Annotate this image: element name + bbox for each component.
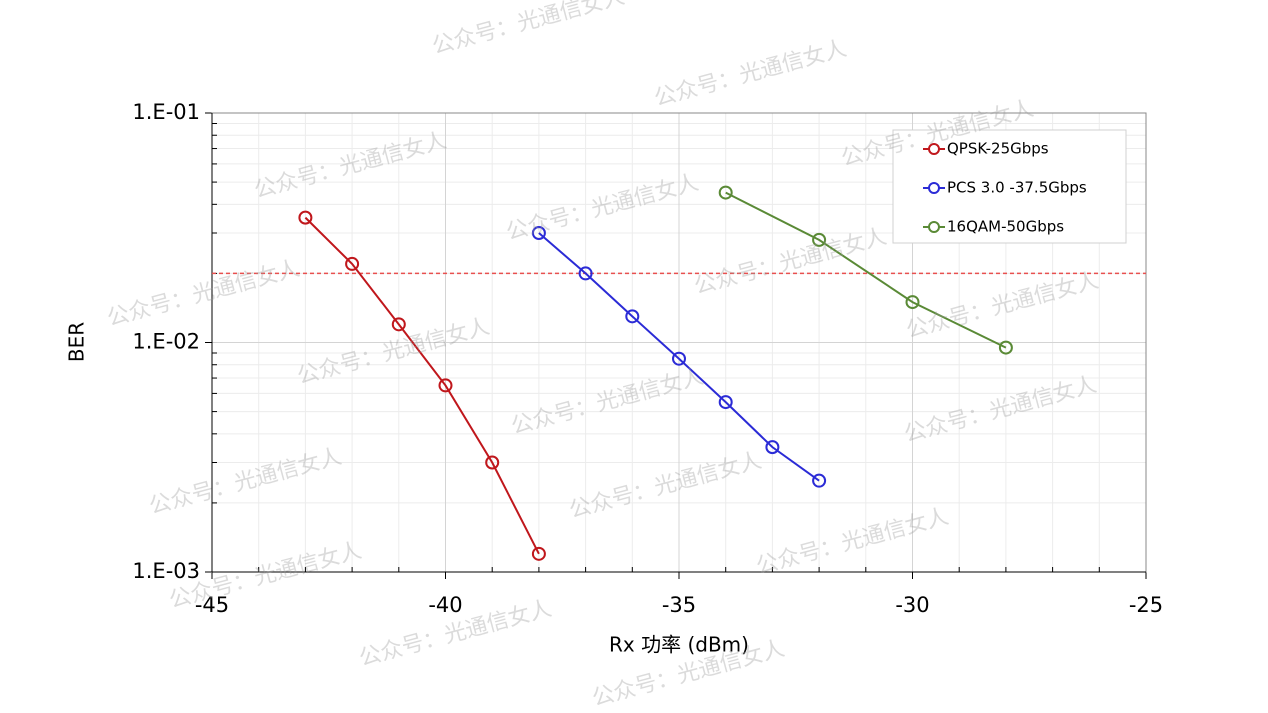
series-line [304, 216, 540, 555]
watermark: 公众号：光通信女人 [430, 0, 628, 60]
data-point [391, 317, 406, 332]
watermark: 公众号：光通信女人 [902, 372, 1100, 447]
watermark: 公众号：光通信女人 [147, 444, 345, 519]
x-tick-label: -30 [895, 593, 929, 617]
legend-label: PCS 3.0 -37.5Gbps [947, 179, 1087, 197]
data-point [345, 256, 360, 271]
data-point [531, 226, 546, 241]
legend-marker [928, 221, 940, 233]
data-point [905, 295, 920, 310]
x-axis-title: Rx 功率 (dBm) [609, 633, 749, 657]
data-point [812, 232, 827, 247]
legend-marker [928, 182, 940, 194]
data-point [485, 455, 500, 470]
series-line [725, 191, 1007, 349]
legend-marker [928, 143, 940, 155]
watermark: 公众号：光通信女人 [754, 504, 952, 579]
series-line [538, 232, 820, 482]
watermark: 公众号：光通信女人 [904, 268, 1102, 343]
data-point [438, 378, 453, 393]
data-point [578, 266, 593, 281]
watermark: 公众号：光通信女人 [652, 36, 850, 111]
y-tick-label: 1.E-03 [132, 559, 200, 583]
y-tick-label: 1.E-01 [132, 100, 200, 124]
data-point [718, 395, 733, 410]
data-point [672, 351, 686, 366]
x-tick-label: -35 [662, 593, 696, 617]
watermark: 公众号：光通信女人 [105, 256, 303, 331]
x-tick-label: -40 [428, 593, 462, 617]
data-point [531, 546, 546, 561]
data-point [812, 473, 827, 488]
data-point [998, 340, 1013, 355]
watermark: 公众号：光通信女人 [252, 128, 450, 203]
data-point [625, 309, 640, 324]
y-tick-label: 1.E-02 [132, 330, 200, 354]
x-tick-label: -45 [195, 593, 229, 617]
watermark: 公众号：光通信女人 [692, 224, 890, 299]
watermark: 公众号：光通信女人 [509, 364, 707, 439]
data-point [298, 210, 313, 225]
y-axis-title: BER [65, 322, 89, 362]
data-point [718, 185, 733, 200]
data-point [765, 440, 780, 455]
legend-label: 16QAM-50Gbps [947, 218, 1064, 236]
watermark: 公众号：光通信女人 [567, 448, 765, 523]
watermark: 公众号：光通信女人 [504, 170, 702, 245]
legend-label: QPSK-25Gbps [947, 140, 1049, 158]
x-tick-label: -25 [1129, 593, 1163, 617]
